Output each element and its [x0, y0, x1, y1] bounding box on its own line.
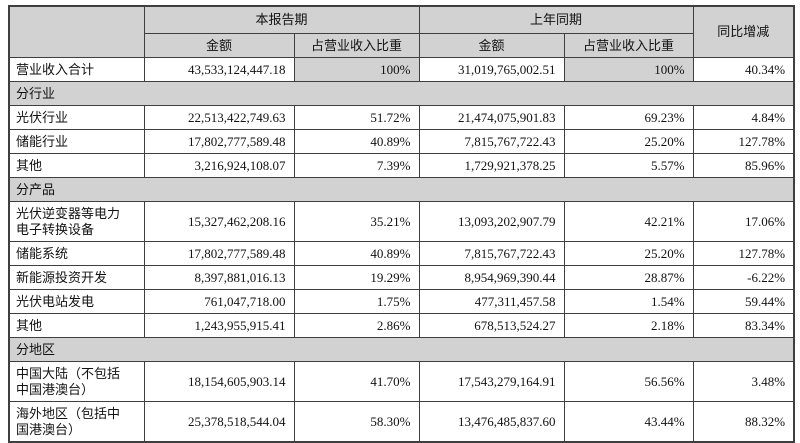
section-label: 分行业	[8, 81, 795, 106]
header-yoy-change: 同比增减	[692, 5, 795, 58]
row-total-revenue: 营业收入合计 43,533,124,447.18 100% 31,019,765…	[8, 57, 795, 82]
yoy-cell: 88.32%	[692, 401, 795, 443]
yoy-cell: 17.06%	[692, 201, 795, 242]
current-ratio-cell: 100%	[293, 57, 420, 82]
section-row-by-product: 分产品	[8, 177, 795, 202]
prior-amount-cell: 678,513,524.27	[418, 313, 565, 338]
current-amount-cell: 25,378,518,544.04	[143, 401, 295, 443]
current-ratio-cell: 58.30%	[293, 401, 420, 443]
yoy-cell: 127.78%	[692, 241, 795, 266]
row-label: 光伏电站发电	[8, 289, 145, 314]
prior-ratio-cell: 42.21%	[563, 201, 694, 242]
current-amount-cell: 17,802,777,589.48	[143, 241, 295, 266]
prior-amount-cell: 7,815,767,722.43	[418, 129, 565, 154]
prior-amount-cell: 7,815,767,722.43	[418, 241, 565, 266]
row-new-energy-investment: 新能源投资开发 8,397,881,016.13 19.29% 8,954,96…	[8, 265, 795, 290]
current-ratio-cell: 7.39%	[293, 153, 420, 178]
yoy-cell: 127.78%	[692, 129, 795, 154]
prior-ratio-cell: 1.54%	[563, 289, 694, 314]
row-other-industry: 其他 3,216,924,108.07 7.39% 1,729,921,378.…	[8, 153, 795, 178]
row-label: 其他	[8, 313, 145, 338]
prior-ratio-cell: 43.44%	[563, 401, 694, 443]
prior-amount-cell: 21,474,075,901.83	[418, 105, 565, 130]
yoy-cell: -6.22%	[692, 265, 795, 290]
yoy-cell: 4.84%	[692, 105, 795, 130]
row-other-product: 其他 1,243,955,915.41 2.86% 678,513,524.27…	[8, 313, 795, 338]
prior-amount-cell: 13,476,485,837.60	[418, 401, 565, 443]
section-label: 分地区	[8, 337, 795, 362]
current-amount-cell: 15,327,462,208.16	[143, 201, 295, 242]
prior-ratio-cell: 56.56%	[563, 361, 694, 402]
row-label: 储能行业	[8, 129, 145, 154]
row-label: 光伏逆变器等电力 电子转换设备	[8, 201, 145, 242]
header-row-periods: 本报告期 上年同期 同比增减	[8, 5, 795, 58]
current-ratio-cell: 35.21%	[293, 201, 420, 242]
prior-ratio-cell: 2.18%	[563, 313, 694, 338]
yoy-cell: 59.44%	[692, 289, 795, 314]
header-current-period: 本报告期	[143, 5, 420, 34]
prior-ratio-cell: 25.20%	[563, 241, 694, 266]
prior-ratio-cell: 28.87%	[563, 265, 694, 290]
row-label: 中国大陆（不包括 中国港澳台）	[8, 361, 145, 402]
current-amount-cell: 18,154,605,903.14	[143, 361, 295, 402]
revenue-breakdown-table: 本报告期 上年同期 同比增减 金额 占营业收入比重 金额 占营业收入比重 营业收…	[8, 5, 796, 443]
header-prior-ratio: 占营业收入比重	[563, 33, 694, 58]
prior-ratio-cell: 100%	[563, 57, 694, 82]
current-ratio-cell: 41.70%	[293, 361, 420, 402]
row-label: 新能源投资开发	[8, 265, 145, 290]
prior-ratio-cell: 69.23%	[563, 105, 694, 130]
section-label: 分产品	[8, 177, 795, 202]
corner-blank-cell	[8, 5, 145, 58]
yoy-cell: 85.96%	[692, 153, 795, 178]
row-pv-industry: 光伏行业 22,513,422,749.63 51.72% 21,474,075…	[8, 105, 795, 130]
yoy-cell: 40.34%	[692, 57, 795, 82]
prior-amount-cell: 13,093,202,907.79	[418, 201, 565, 242]
row-label: 其他	[8, 153, 145, 178]
current-ratio-cell: 19.29%	[293, 265, 420, 290]
current-amount-cell: 3,216,924,108.07	[143, 153, 295, 178]
prior-ratio-cell: 5.57%	[563, 153, 694, 178]
current-amount-cell: 8,397,881,016.13	[143, 265, 295, 290]
row-pv-power-generation: 光伏电站发电 761,047,718.00 1.75% 477,311,457.…	[8, 289, 795, 314]
prior-amount-cell: 31,019,765,002.51	[418, 57, 565, 82]
current-amount-cell: 17,802,777,589.48	[143, 129, 295, 154]
prior-ratio-cell: 25.20%	[563, 129, 694, 154]
section-row-by-region: 分地区	[8, 337, 795, 362]
row-pv-inverter-equipment: 光伏逆变器等电力 电子转换设备 15,327,462,208.16 35.21%…	[8, 201, 795, 242]
prior-amount-cell: 477,311,457.58	[418, 289, 565, 314]
prior-amount-cell: 1,729,921,378.25	[418, 153, 565, 178]
row-storage-industry: 储能行业 17,802,777,589.48 40.89% 7,815,767,…	[8, 129, 795, 154]
current-amount-cell: 1,243,955,915.41	[143, 313, 295, 338]
yoy-cell: 3.48%	[692, 361, 795, 402]
section-row-by-industry: 分行业	[8, 81, 795, 106]
row-label: 光伏行业	[8, 105, 145, 130]
row-label: 海外地区（包括中 国港澳台）	[8, 401, 145, 443]
prior-amount-cell: 17,543,279,164.91	[418, 361, 565, 402]
current-ratio-cell: 40.89%	[293, 241, 420, 266]
current-amount-cell: 43,533,124,447.18	[143, 57, 295, 82]
current-ratio-cell: 40.89%	[293, 129, 420, 154]
header-prior-amount: 金额	[418, 33, 565, 58]
row-label: 储能系统	[8, 241, 145, 266]
current-ratio-cell: 1.75%	[293, 289, 420, 314]
row-mainland-china: 中国大陆（不包括 中国港澳台） 18,154,605,903.14 41.70%…	[8, 361, 795, 402]
prior-amount-cell: 8,954,969,390.44	[418, 265, 565, 290]
current-amount-cell: 22,513,422,749.63	[143, 105, 295, 130]
current-ratio-cell: 51.72%	[293, 105, 420, 130]
row-storage-system: 储能系统 17,802,777,589.48 40.89% 7,815,767,…	[8, 241, 795, 266]
header-current-ratio: 占营业收入比重	[293, 33, 420, 58]
current-amount-cell: 761,047,718.00	[143, 289, 295, 314]
row-overseas-region: 海外地区（包括中 国港澳台） 25,378,518,544.04 58.30% …	[8, 401, 795, 443]
header-row-subcolumns: 金额 占营业收入比重 金额 占营业收入比重	[9, 33, 794, 58]
header-current-amount: 金额	[143, 33, 295, 58]
current-ratio-cell: 2.86%	[293, 313, 420, 338]
yoy-cell: 83.34%	[692, 313, 795, 338]
header-prior-period: 上年同期	[418, 5, 694, 34]
row-label: 营业收入合计	[8, 57, 145, 82]
